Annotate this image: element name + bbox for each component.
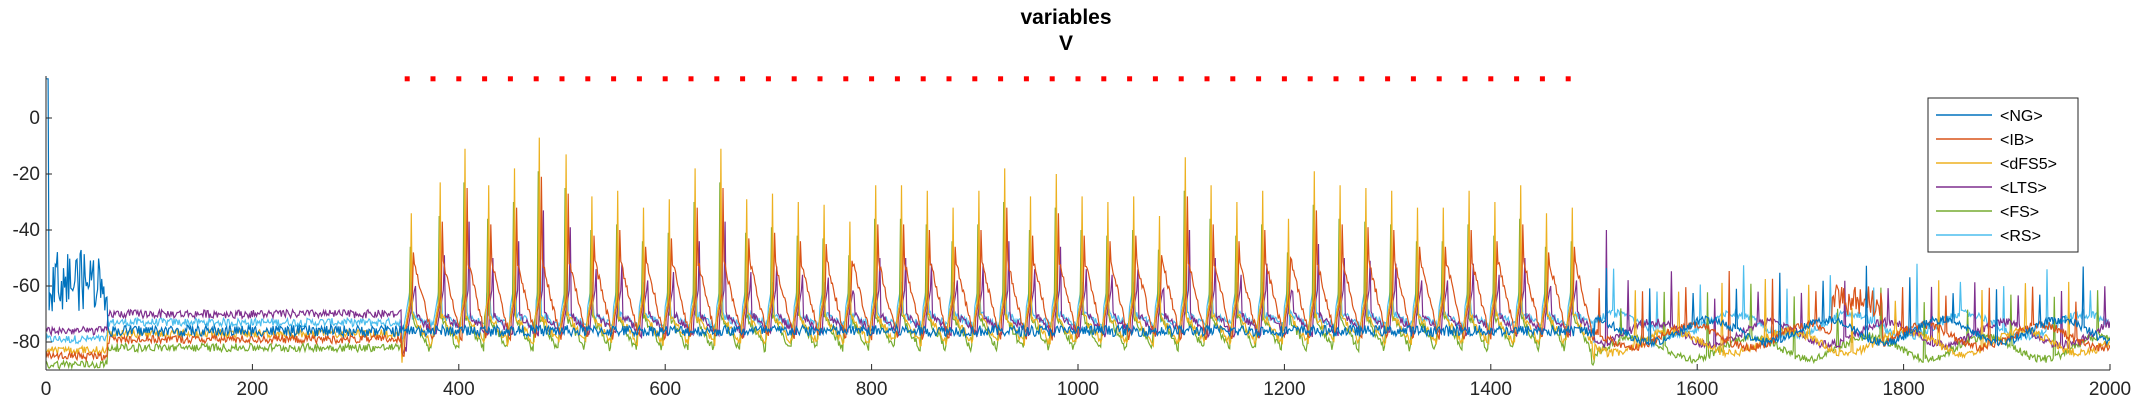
- chart-title: variables V: [1020, 6, 1111, 55]
- chart-title-line-2: V: [1059, 32, 1073, 55]
- x-tick-label: 1600: [1676, 379, 1718, 400]
- stimulus-marker-dot: [920, 76, 926, 82]
- series-layer: [46, 78, 2110, 370]
- x-tick-label: 1000: [1057, 379, 1099, 400]
- legend-label: <LTS>: [2000, 180, 2047, 197]
- chart-title-line-1: variables: [1020, 6, 1111, 29]
- y-tick-label: -40: [13, 220, 40, 241]
- stimulus-marker-dot: [740, 76, 746, 82]
- stimulus-marker-dot: [1152, 76, 1158, 82]
- legend-label: <FS>: [2000, 204, 2039, 221]
- stimulus-marker-dot: [869, 76, 875, 82]
- stimulus-marker-dot: [972, 76, 978, 82]
- y-tick-label: -60: [13, 276, 40, 297]
- series-line-ng: [46, 78, 2110, 349]
- x-tick-label: 0: [41, 379, 52, 400]
- stimulus-marker-dot: [817, 76, 823, 82]
- stimulus-marker-dot: [688, 76, 694, 82]
- stimulus-marker-dot: [1565, 76, 1571, 82]
- stimulus-marker-dot: [1127, 76, 1133, 82]
- stimulus-marker-dot: [1204, 76, 1210, 82]
- stimulus-marker-dot: [998, 76, 1004, 82]
- stimulus-marker-dot: [765, 76, 771, 82]
- x-tick-label: 1800: [1882, 379, 1924, 400]
- legend: <NG> <IB> <dFS5> <LTS> <FS> <RS>: [1927, 97, 2079, 253]
- stimulus-marker-dot: [894, 76, 900, 82]
- stimulus-marker-dot: [1333, 76, 1339, 82]
- stimulus-marker-dot: [1230, 76, 1236, 82]
- x-tick-label: 800: [856, 379, 888, 400]
- series-line-dfs5: [46, 137, 2110, 363]
- stimulus-marker-dot: [714, 76, 720, 82]
- stimulus-marker-dot: [533, 76, 539, 82]
- stimulus-marker-dot: [1256, 76, 1262, 82]
- x-tick-label: 1200: [1263, 379, 1305, 400]
- x-tick-label: 1400: [1470, 379, 1512, 400]
- legend-label: <NG>: [2000, 108, 2043, 125]
- stimulus-marker-dot: [946, 76, 952, 82]
- stimulus-marker-dot: [1023, 76, 1029, 82]
- y-tick-label: -80: [13, 332, 40, 353]
- x-tick-label: 600: [649, 379, 681, 400]
- legend-label: <IB>: [2000, 132, 2034, 149]
- x-tick-label: 2000: [2089, 379, 2131, 400]
- stimulus-marker-dot: [843, 76, 849, 82]
- stimulus-markers: [404, 76, 1571, 82]
- stimulus-marker-dot: [1178, 76, 1184, 82]
- stimulus-marker-dot: [1385, 76, 1391, 82]
- stimulus-marker-dot: [636, 76, 642, 82]
- x-tick-label: 400: [443, 379, 475, 400]
- legend-box: [1927, 97, 2079, 253]
- stimulus-marker-dot: [791, 76, 797, 82]
- stimulus-marker-dot: [1307, 76, 1313, 82]
- y-tick-label: 0: [29, 108, 40, 129]
- stimulus-marker-dot: [559, 76, 565, 82]
- stimulus-marker-dot: [1462, 76, 1468, 82]
- stimulus-marker-dot: [1436, 76, 1442, 82]
- stimulus-marker-dot: [404, 76, 410, 82]
- legend-label: <RS>: [2000, 228, 2041, 245]
- x-tick-label: 200: [237, 379, 269, 400]
- stimulus-marker-dot: [1075, 76, 1081, 82]
- stimulus-marker-dot: [507, 76, 513, 82]
- stimulus-marker-dot: [611, 76, 617, 82]
- stimulus-marker-dot: [456, 76, 462, 82]
- stimulus-marker-dot: [1410, 76, 1416, 82]
- stimulus-marker-dot: [1101, 76, 1107, 82]
- stimulus-marker-dot: [430, 76, 436, 82]
- axes: 0 200 400 600 800 1000 1200 1400 1600 1800 2000 0 -2…: [13, 76, 2131, 400]
- stimulus-marker-dot: [1539, 76, 1545, 82]
- stimulus-marker-dot: [482, 76, 488, 82]
- y-tick-label: -20: [13, 164, 40, 185]
- stimulus-marker-dot: [1359, 76, 1365, 82]
- stimulus-marker-dot: [662, 76, 668, 82]
- stimulus-marker-dot: [1281, 76, 1287, 82]
- stimulus-marker-dot: [1514, 76, 1520, 82]
- stimulus-marker-dot: [585, 76, 591, 82]
- stimulus-marker-dot: [1488, 76, 1494, 82]
- stimulus-marker-dot: [1049, 76, 1055, 82]
- legend-label: <dFS5>: [2000, 156, 2057, 173]
